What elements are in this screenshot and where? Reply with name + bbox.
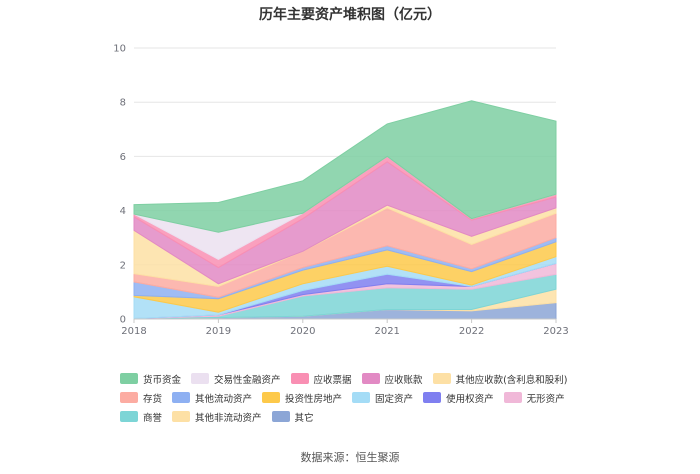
legend-item[interactable]: 应收账款 bbox=[361, 372, 423, 386]
legend-item[interactable]: 投资性房地产 bbox=[262, 391, 342, 405]
legend-swatch bbox=[290, 373, 309, 384]
area-series-layer bbox=[133, 100, 557, 320]
data-source-note: 数据来源：恒生聚源 bbox=[300, 451, 400, 464]
legend-item[interactable]: 其他流动资产 bbox=[172, 391, 252, 405]
x-tick-label: 2022 bbox=[459, 326, 484, 337]
legend-swatch bbox=[172, 392, 191, 403]
legend-label: 其他非流动资产 bbox=[195, 412, 262, 424]
legend-item[interactable]: 商誉 bbox=[120, 410, 162, 424]
legend-swatch bbox=[271, 411, 290, 422]
legend-row: 商誉 其他非流动资产 其它 bbox=[120, 407, 600, 426]
legend-label: 使用权资产 bbox=[446, 393, 494, 405]
legend-label: 其他应收款(含利息和股利) bbox=[455, 374, 568, 386]
legend-item[interactable]: 其它 bbox=[271, 410, 314, 424]
legend-label: 其它 bbox=[294, 412, 314, 424]
legend-swatch bbox=[120, 373, 138, 384]
legend-label: 无形资产 bbox=[526, 393, 565, 405]
legend-swatch bbox=[262, 392, 281, 403]
x-tick-label: 2023 bbox=[543, 326, 568, 337]
legend-item[interactable]: 其他非流动资产 bbox=[172, 410, 262, 424]
y-tick-label: 10 bbox=[113, 44, 126, 55]
legend-swatch bbox=[191, 373, 210, 384]
legend-item[interactable]: 固定资产 bbox=[352, 391, 413, 405]
x-tick-label: 2021 bbox=[374, 326, 399, 337]
legend: 货币资金 交易性金融资产 应收票据 应收账款 其他应收款(含利息和股利) 存货 其他流动资产… bbox=[120, 369, 600, 426]
legend-label: 应收票据 bbox=[313, 374, 352, 386]
legend-label: 固定资产 bbox=[375, 393, 414, 405]
legend-item[interactable]: 存货 bbox=[120, 391, 162, 405]
legend-swatch bbox=[172, 411, 191, 422]
legend-item[interactable]: 无形资产 bbox=[503, 391, 565, 405]
legend-item[interactable]: 交易性金融资产 bbox=[191, 372, 281, 386]
legend-swatch bbox=[361, 373, 380, 384]
legend-label: 其他流动资产 bbox=[195, 393, 253, 405]
x-tick-label: 2018 bbox=[121, 326, 146, 337]
area-series-13 bbox=[133, 100, 557, 233]
legend-item[interactable]: 使用权资产 bbox=[423, 391, 494, 405]
legend-swatch bbox=[423, 392, 442, 403]
legend-swatch bbox=[352, 392, 371, 403]
x-tick-label: 2020 bbox=[290, 326, 315, 337]
chart-title: 历年主要资产堆积图（亿元） bbox=[259, 7, 441, 23]
legend-swatch bbox=[120, 392, 138, 403]
legend-label: 应收账款 bbox=[384, 374, 423, 386]
legend-label: 投资性房地产 bbox=[285, 393, 343, 405]
legend-row: 存货 其他流动资产 投资性房地产 固定资产 使用权资产 无形资产 bbox=[120, 388, 600, 407]
y-tick-label: 0 bbox=[120, 315, 126, 326]
y-tick-label: 6 bbox=[120, 152, 126, 163]
legend-item[interactable]: 货币资金 bbox=[120, 372, 181, 386]
legend-item[interactable]: 其他应收款(含利息和股利) bbox=[432, 372, 568, 386]
y-tick-label: 2 bbox=[120, 260, 126, 271]
axis-layer: 0 2 4 6 8 10 2018 2019 2020 2021 2022 2023 bbox=[113, 44, 568, 338]
legend-item[interactable]: 应收票据 bbox=[290, 372, 352, 386]
x-tick-label: 2019 bbox=[206, 326, 231, 337]
legend-label: 商誉 bbox=[143, 412, 163, 424]
y-tick-label: 4 bbox=[120, 206, 126, 217]
legend-swatch bbox=[503, 392, 522, 403]
legend-swatch bbox=[120, 411, 138, 422]
legend-label: 交易性金融资产 bbox=[214, 374, 281, 386]
legend-row: 货币资金 交易性金融资产 应收票据 应收账款 其他应收款(含利息和股利) bbox=[120, 369, 600, 388]
y-tick-label: 8 bbox=[120, 98, 126, 109]
legend-label: 货币资金 bbox=[143, 374, 182, 386]
legend-swatch bbox=[432, 373, 451, 384]
legend-label: 存货 bbox=[143, 393, 163, 405]
